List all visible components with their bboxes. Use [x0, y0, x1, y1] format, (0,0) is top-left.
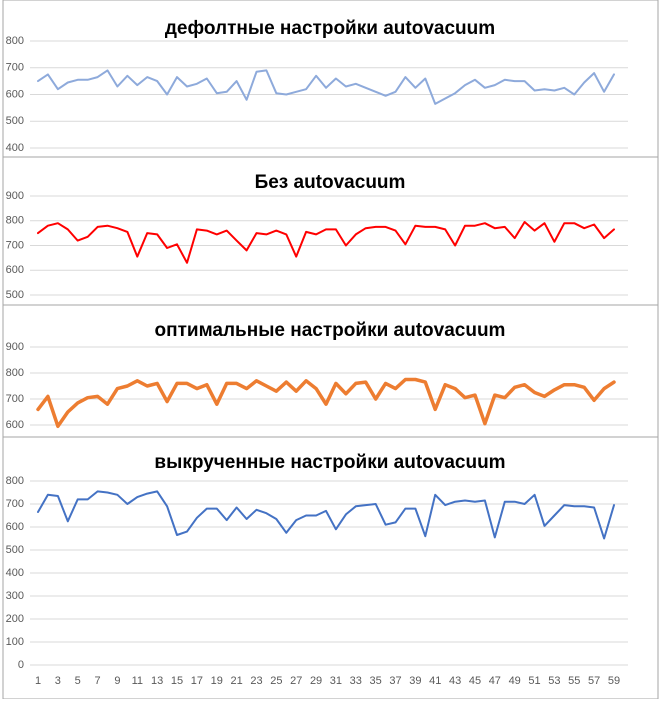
data-line — [36, 377, 616, 429]
y-tick-label: 800 — [6, 367, 24, 379]
y-tick-label: 500 — [6, 544, 24, 556]
x-tick-label: 53 — [548, 675, 560, 687]
x-tick-label: 35 — [370, 675, 382, 687]
x-tick-label: 31 — [330, 675, 342, 687]
y-tick-label: 700 — [6, 393, 24, 405]
y-tick-label: 0 — [18, 659, 24, 671]
x-tick-label: 29 — [310, 675, 322, 687]
x-tick-label: 7 — [95, 675, 101, 687]
x-tick-label: 57 — [588, 675, 600, 687]
y-tick-label: 800 — [6, 215, 24, 227]
x-tick-label: 33 — [350, 675, 362, 687]
x-tick-label: 59 — [608, 675, 620, 687]
x-tick-label: 21 — [230, 675, 242, 687]
chart-panel — [2, 436, 659, 700]
y-tick-label: 700 — [6, 239, 24, 251]
y-tick-label: 700 — [6, 62, 24, 74]
y-tick-label: 400 — [6, 142, 24, 154]
chart-title: Без autovacuum — [255, 172, 406, 193]
x-tick-label: 39 — [409, 675, 421, 687]
y-tick-label: 600 — [6, 264, 24, 276]
x-tick-label: 1 — [35, 675, 41, 687]
x-tick-label: 9 — [114, 675, 120, 687]
chart-title: выкрученные настройки autovacuum — [154, 452, 505, 473]
x-tick-label: 13 — [151, 675, 163, 687]
y-tick-label: 300 — [6, 590, 24, 602]
x-tick-label: 19 — [211, 675, 223, 687]
x-tick-label: 43 — [449, 675, 461, 687]
x-tick-label: 41 — [429, 675, 441, 687]
data-line — [37, 69, 615, 105]
x-tick-label: 11 — [132, 675, 143, 687]
y-tick-label: 900 — [6, 341, 24, 353]
y-tick-label: 600 — [6, 419, 24, 431]
y-tick-label: 600 — [6, 521, 24, 533]
x-tick-label: 5 — [75, 675, 81, 687]
y-tick-label: 200 — [6, 613, 24, 625]
x-tick-label: 37 — [389, 675, 401, 687]
y-tick-label: 500 — [6, 115, 24, 127]
y-tick-label: 700 — [6, 498, 24, 510]
chart-title: дефолтные настройки autovacuum — [165, 18, 495, 39]
x-tick-label: 51 — [528, 675, 540, 687]
x-tick-label: 23 — [250, 675, 262, 687]
x-tick-label: 45 — [469, 675, 481, 687]
x-tick-label: 17 — [191, 675, 203, 687]
y-tick-label: 500 — [6, 289, 24, 301]
data-line — [37, 221, 615, 264]
x-tick-label: 15 — [171, 675, 183, 687]
x-tick-label: 49 — [509, 675, 521, 687]
y-tick-label: 600 — [6, 88, 24, 100]
chart-title: оптимальные настройки autovacuum — [155, 320, 506, 341]
x-tick-label: 55 — [568, 675, 580, 687]
x-tick-label: 25 — [270, 675, 282, 687]
x-tick-label: 47 — [489, 675, 501, 687]
x-tick-label: 27 — [290, 675, 302, 687]
y-tick-label: 100 — [6, 636, 24, 648]
y-tick-label: 400 — [6, 567, 24, 579]
y-tick-label: 900 — [6, 190, 24, 202]
x-tick-label: 3 — [55, 675, 61, 687]
data-line — [37, 490, 615, 540]
y-tick-label: 800 — [6, 475, 24, 487]
y-tick-label: 800 — [6, 35, 24, 47]
